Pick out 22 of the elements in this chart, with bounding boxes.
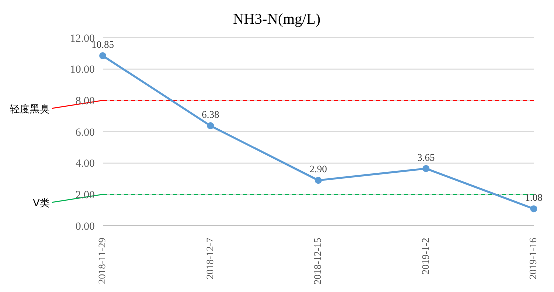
- data-label: 10.85: [92, 40, 114, 52]
- x-tick-label: 2018-12-7: [205, 238, 216, 280]
- data-label: 6.38: [202, 110, 220, 122]
- x-tick-label: 2019-1-16: [528, 238, 540, 280]
- point: [422, 165, 430, 172]
- y-tick-label: 6.00: [76, 126, 96, 139]
- ref-line-label: 轻度黑臭: [10, 104, 50, 116]
- point: [530, 206, 538, 213]
- x-tick-label: 2018-12-15: [313, 238, 324, 285]
- data-label: 1.08: [525, 193, 543, 204]
- point: [207, 122, 214, 130]
- data-label: 3.65: [418, 152, 435, 164]
- y-tick-label: 0.00: [76, 220, 96, 233]
- y-tick-label: 4.00: [76, 158, 96, 170]
- point: [100, 52, 106, 60]
- y-tick-label: 10.00: [70, 64, 96, 76]
- data-label: 2.90: [310, 164, 328, 176]
- x-tick-label: 2019-1-2: [420, 238, 432, 275]
- x-tick-label: 2018-11-29: [98, 238, 108, 284]
- ref-line-label: V类: [33, 198, 50, 210]
- chart-title: NH3-N(mg/L): [232, 12, 322, 29]
- point: [315, 177, 322, 184]
